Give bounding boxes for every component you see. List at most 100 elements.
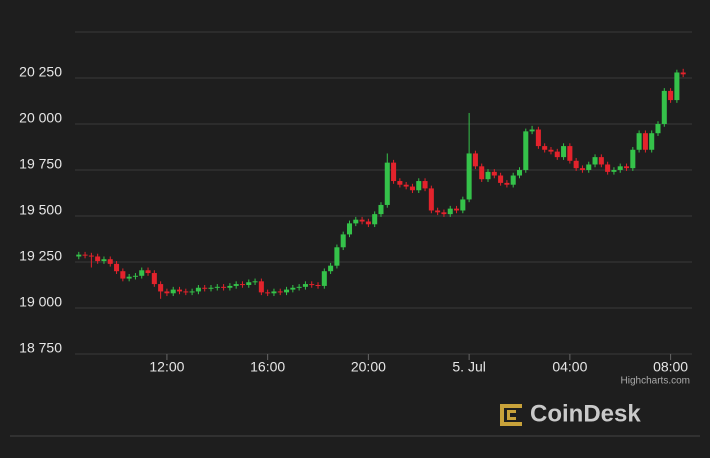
candle-body xyxy=(296,286,302,288)
candle-body xyxy=(176,289,183,292)
candle-body xyxy=(567,146,573,161)
candle-body xyxy=(561,146,567,158)
candle-body xyxy=(246,282,252,285)
candle-body xyxy=(132,275,138,277)
candle-body xyxy=(76,254,82,257)
candle-body xyxy=(498,175,504,183)
candle-body xyxy=(674,72,680,101)
candle-body xyxy=(372,214,378,225)
candle-body xyxy=(88,255,94,257)
candle-body xyxy=(214,286,220,288)
candle-body xyxy=(642,133,648,150)
candle-body xyxy=(95,256,101,262)
candle-body xyxy=(617,166,623,170)
candle-body xyxy=(661,90,667,124)
x-tick-label: 16:00 xyxy=(250,359,285,375)
candle-body xyxy=(479,166,485,180)
candle-body xyxy=(189,291,195,293)
candle-body xyxy=(397,181,403,185)
candle-body xyxy=(120,271,126,279)
candle-body xyxy=(126,276,132,279)
candle-body xyxy=(139,270,145,276)
candle-body xyxy=(202,287,208,289)
candle-body xyxy=(233,284,239,286)
candle-body xyxy=(592,157,598,165)
candle-body xyxy=(428,188,434,211)
x-tick-label: 04:00 xyxy=(552,359,587,375)
candle-body xyxy=(409,186,415,191)
candle-body xyxy=(340,234,346,248)
y-tick-label: 19 500 xyxy=(19,202,62,218)
candle-body xyxy=(523,131,529,170)
candle-body xyxy=(447,208,453,215)
candle-body xyxy=(611,170,617,172)
candle-body xyxy=(346,223,353,235)
candle-body xyxy=(309,284,315,286)
y-tick-label: 19 000 xyxy=(19,294,62,310)
candle-body xyxy=(485,171,491,180)
credits: Highcharts.com xyxy=(621,376,690,387)
candle-body xyxy=(284,289,290,293)
candle-body xyxy=(630,149,636,169)
candle-body xyxy=(680,72,686,75)
candle-body xyxy=(403,184,409,187)
candle-body xyxy=(271,291,277,294)
candle-body xyxy=(548,149,554,152)
candle-body xyxy=(114,263,120,272)
candle-body xyxy=(145,270,151,274)
x-tick-label: 5. Jul xyxy=(452,359,485,375)
y-tick-label: 19 750 xyxy=(19,156,62,172)
candle-body xyxy=(605,164,611,172)
candle-body xyxy=(170,289,176,294)
candle-body xyxy=(441,212,447,215)
candle-body xyxy=(227,285,233,288)
candle-body xyxy=(277,291,283,293)
candle-body xyxy=(208,287,214,289)
candle-body xyxy=(334,247,340,266)
watermark: CoinDesk xyxy=(530,400,641,427)
candle-body xyxy=(151,273,157,285)
candle-body xyxy=(353,219,359,224)
candle-body xyxy=(598,157,604,165)
candle-body xyxy=(655,124,661,134)
candle-body xyxy=(101,259,107,262)
candle-body xyxy=(435,210,441,213)
candle-body xyxy=(384,162,390,205)
candle-body xyxy=(252,281,258,283)
x-tick-label: 20:00 xyxy=(351,359,386,375)
candle-body xyxy=(321,271,327,286)
candle-body xyxy=(460,199,466,211)
candle-body xyxy=(365,221,371,225)
candle-body xyxy=(649,133,655,150)
candle-body xyxy=(258,281,264,293)
candle-body xyxy=(554,151,560,158)
candle-body xyxy=(516,170,523,176)
logo-icon xyxy=(500,404,522,426)
candle-body xyxy=(504,182,510,185)
candle-body xyxy=(422,181,428,189)
candle-body xyxy=(107,259,113,264)
candle-body xyxy=(472,153,478,167)
candle-body xyxy=(466,153,472,200)
candle-body xyxy=(636,133,642,150)
candle-body xyxy=(82,254,88,256)
candle-body xyxy=(491,171,497,176)
candle-body xyxy=(164,291,170,294)
x-tick-label: 12:00 xyxy=(149,359,184,375)
candle-body xyxy=(510,175,516,185)
y-tick-label: 20 250 xyxy=(19,64,62,80)
candle-body xyxy=(668,90,674,101)
y-tick-label: 20 000 xyxy=(19,110,62,126)
candle-body xyxy=(195,287,201,292)
candle-body xyxy=(573,160,579,169)
candle-body xyxy=(221,286,227,288)
candle-body xyxy=(315,285,321,286)
candle-body xyxy=(535,129,541,147)
candle-body xyxy=(378,204,384,215)
y-tick-label: 19 250 xyxy=(19,248,62,264)
candle-body xyxy=(624,166,630,169)
candle-body xyxy=(183,291,189,293)
candle-body xyxy=(586,164,592,170)
candle-body xyxy=(359,219,365,222)
